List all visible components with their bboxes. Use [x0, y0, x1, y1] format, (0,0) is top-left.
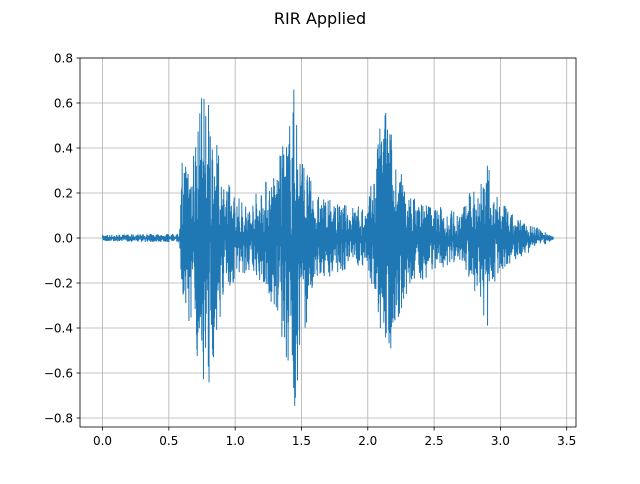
x-tick-label: 3.5: [557, 434, 576, 448]
y-tick-label: 0.2: [54, 187, 73, 201]
y-tick-label: −0.8: [44, 412, 73, 426]
y-tick-label: −0.2: [44, 277, 73, 291]
y-tick-label: 0.8: [54, 52, 73, 66]
x-tick-label: 1.5: [292, 434, 311, 448]
y-tick-label: −0.4: [44, 322, 73, 336]
x-tick-label: 2.5: [425, 434, 444, 448]
x-tick-label: 1.0: [226, 434, 245, 448]
y-tick-label: −0.6: [44, 367, 73, 381]
x-tick-label: 0.5: [159, 434, 178, 448]
y-tick-label: 0.4: [54, 142, 73, 156]
x-tick-label: 3.0: [491, 434, 510, 448]
chart-title: RIR Applied: [274, 9, 366, 28]
plot-frame: [79, 57, 577, 428]
y-tick-label: 0.6: [54, 97, 73, 111]
axis-ticks: 0.0 0.5 1.0 1.5 2.0 2.5 3.0 3.5 0.8 0.6 0.4 0.2 0.0 −…: [44, 52, 576, 449]
x-tick-label: 0.0: [93, 434, 112, 448]
x-tick-label: 2.0: [358, 434, 377, 448]
waveform-line: [102, 89, 554, 406]
y-tick-label: 0.0: [54, 232, 73, 246]
